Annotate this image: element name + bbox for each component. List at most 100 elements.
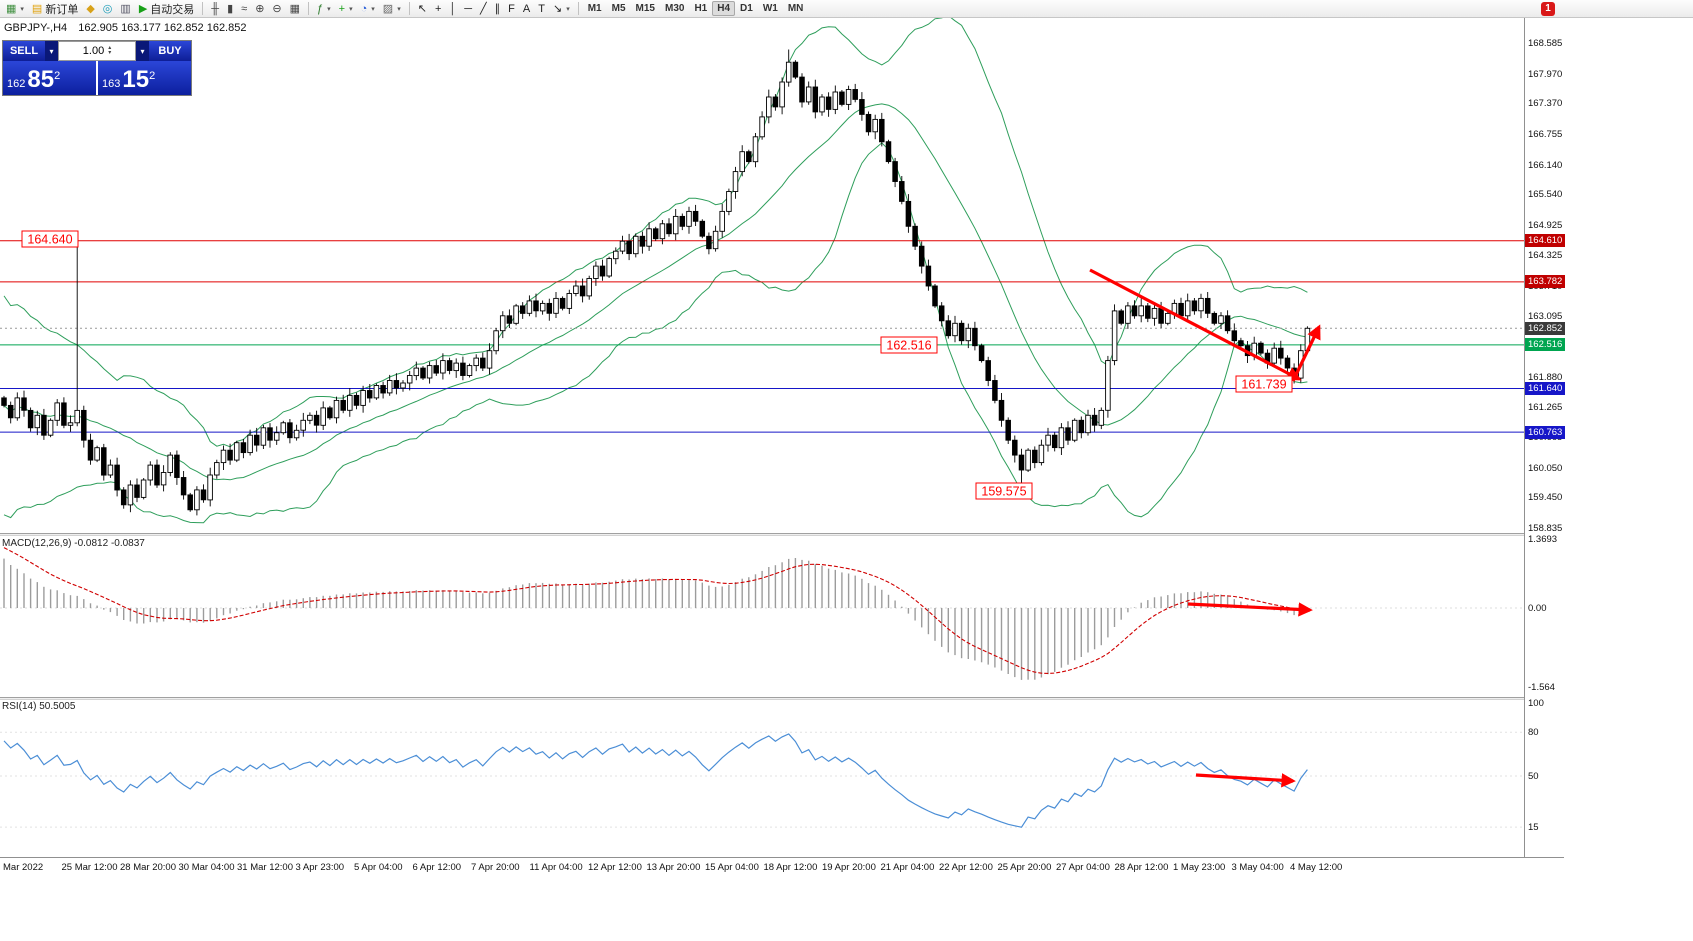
candlestick-chart-button[interactable]: ▮	[223, 0, 237, 18]
candle-body	[852, 89, 858, 100]
buy-options-caret-icon[interactable]: ▾	[136, 41, 149, 61]
price-scale[interactable]: 168.585 167.970 167.370 166.755 166.140 165.5…	[1524, 18, 1565, 877]
candle-body	[1038, 444, 1045, 464]
timeframe-m30[interactable]: M30	[664, 3, 685, 14]
candle-body	[606, 258, 612, 277]
volume-value: 1.00	[82, 45, 105, 57]
arrows-button[interactable]: ↘ ▾	[549, 0, 574, 18]
candle-body	[1012, 439, 1018, 456]
buy-button[interactable]: BUY	[149, 41, 191, 61]
time-axis-label: 22 Apr 12:00	[939, 862, 993, 873]
candle-body	[1118, 310, 1124, 324]
label-button[interactable]: T	[534, 0, 549, 18]
trendline-button[interactable]: ╱	[476, 0, 491, 18]
trendline-icon: ╱	[480, 2, 487, 15]
macd-signal-line	[3, 547, 1308, 674]
panel-separator-rsi[interactable]	[0, 697, 1564, 700]
time-axis[interactable]: Mar 2022 25 Mar 12:00 28 Mar 20:00 30 Mar 0…	[0, 857, 1564, 877]
horizontal-line-button[interactable]: ─	[460, 0, 476, 18]
auto-trading-button[interactable]: ▶ 自动交易	[135, 0, 198, 18]
candle-body	[972, 327, 978, 347]
candle-body	[1278, 347, 1284, 359]
notifications-badge[interactable]: 1	[1541, 2, 1555, 16]
candle-body	[1085, 414, 1091, 434]
candle-body	[473, 357, 479, 367]
volume-input[interactable]: 1.00 ▴ ▾	[58, 41, 136, 61]
timeframe-mn[interactable]: MN	[787, 3, 804, 14]
timeframe-d1[interactable]: D1	[740, 3, 753, 14]
candle-body	[280, 422, 287, 434]
market-watch-button[interactable]: ◎	[99, 0, 117, 18]
cursor-button[interactable]: ↖	[414, 0, 431, 18]
vertical-line-button[interactable]: │	[445, 0, 460, 18]
line-chart-button[interactable]: ≈	[237, 0, 251, 18]
timeframe-w1[interactable]: W1	[762, 3, 778, 14]
candle-body	[865, 113, 872, 133]
new-order-button[interactable]: ▤ 新订单	[28, 0, 82, 18]
bollinger-bands	[3, 18, 1308, 524]
tile-windows-button[interactable]: ▦	[286, 0, 304, 18]
price-scale-label: 168.585	[1528, 38, 1563, 49]
tile-windows-icon: ▦	[289, 2, 301, 15]
zoom-out-button[interactable]: ⊖	[268, 0, 285, 18]
fibonacci-button[interactable]: F	[504, 0, 519, 18]
navigator-icon: ▥	[120, 2, 131, 15]
periods-button[interactable]: ◔ ▾	[357, 0, 379, 18]
candle-body	[273, 432, 280, 441]
candle-body	[260, 427, 267, 446]
rsi-panel	[0, 731, 1524, 828]
navigator-button[interactable]: ▥	[116, 0, 134, 18]
profiles-button[interactable]: ◆	[82, 0, 98, 18]
zoom-out-icon: ⊖	[272, 2, 282, 15]
timeframe-m1[interactable]: M1	[587, 3, 602, 14]
add-indicator-icon: +	[338, 2, 346, 15]
candle-body	[340, 399, 346, 411]
trend-arrow	[1089, 268, 1302, 381]
candle-body	[1071, 419, 1078, 441]
indicators-list-button[interactable]: ƒ ▾	[313, 0, 335, 18]
candle-body	[586, 278, 592, 297]
price-scale-label: 163.095	[1528, 311, 1563, 323]
candle-body	[81, 409, 87, 441]
volume-stepper[interactable]: ▴ ▾	[108, 45, 112, 56]
new-chart-button[interactable]: ▦ ▾	[2, 0, 28, 18]
sell-price[interactable]: 162 85 2	[3, 61, 96, 95]
add-indicator-button[interactable]: + ▾	[335, 0, 357, 18]
price-scale-label: 158.835	[1528, 523, 1563, 534]
trend-arrow	[1291, 324, 1321, 382]
dropdown-caret-icon: ▾	[20, 5, 24, 13]
sell-button[interactable]: SELL	[3, 41, 45, 61]
candle-body	[1, 397, 7, 406]
chart-canvas[interactable]: 164.640 162.516 161.739 159.575	[0, 18, 1524, 857]
candle-body	[533, 300, 539, 312]
buy-price[interactable]: 163 15 2	[98, 61, 191, 95]
price-tag: 160.763	[1525, 425, 1565, 439]
candle-body	[899, 181, 905, 202]
panel-separator-macd[interactable]	[0, 533, 1564, 536]
crosshair-icon: +	[434, 2, 442, 15]
time-axis-label: 5 Apr 04:00	[354, 862, 403, 873]
timeframe-h1[interactable]: H1	[694, 3, 708, 14]
candle-body	[513, 305, 519, 324]
timeframe-m5[interactable]: M5	[611, 3, 626, 14]
channel-button[interactable]: ∥	[491, 0, 505, 18]
templates-button[interactable]: ▨ ▾	[379, 0, 405, 18]
chart-title: GBPJPY-,H4 162.905 163.177 162.852 162.8…	[4, 22, 246, 34]
symbol-timeframe-label: GBPJPY-,H4	[4, 22, 68, 34]
bar-chart-icon: ╫	[211, 2, 220, 15]
price-tag: 164.610	[1525, 234, 1565, 248]
candle-body	[792, 61, 799, 78]
zoom-in-button[interactable]: ⊕	[251, 0, 268, 18]
text-button[interactable]: A	[519, 0, 534, 18]
sell-options-caret-icon[interactable]: ▾	[45, 41, 58, 61]
toolbar-separator	[308, 2, 310, 15]
crosshair-button[interactable]: +	[431, 0, 445, 18]
time-axis-label: 18 Apr 12:00	[763, 862, 818, 873]
timeframe-m15[interactable]: M15	[635, 3, 655, 14]
trend-arrow	[1195, 773, 1296, 788]
timeframe-h4[interactable]: H4	[712, 1, 736, 16]
candle-body	[187, 494, 193, 511]
bar-chart-button[interactable]: ╫	[207, 0, 223, 18]
candle-body	[247, 434, 253, 454]
candlestick-chart-icon: ▮	[227, 2, 234, 15]
